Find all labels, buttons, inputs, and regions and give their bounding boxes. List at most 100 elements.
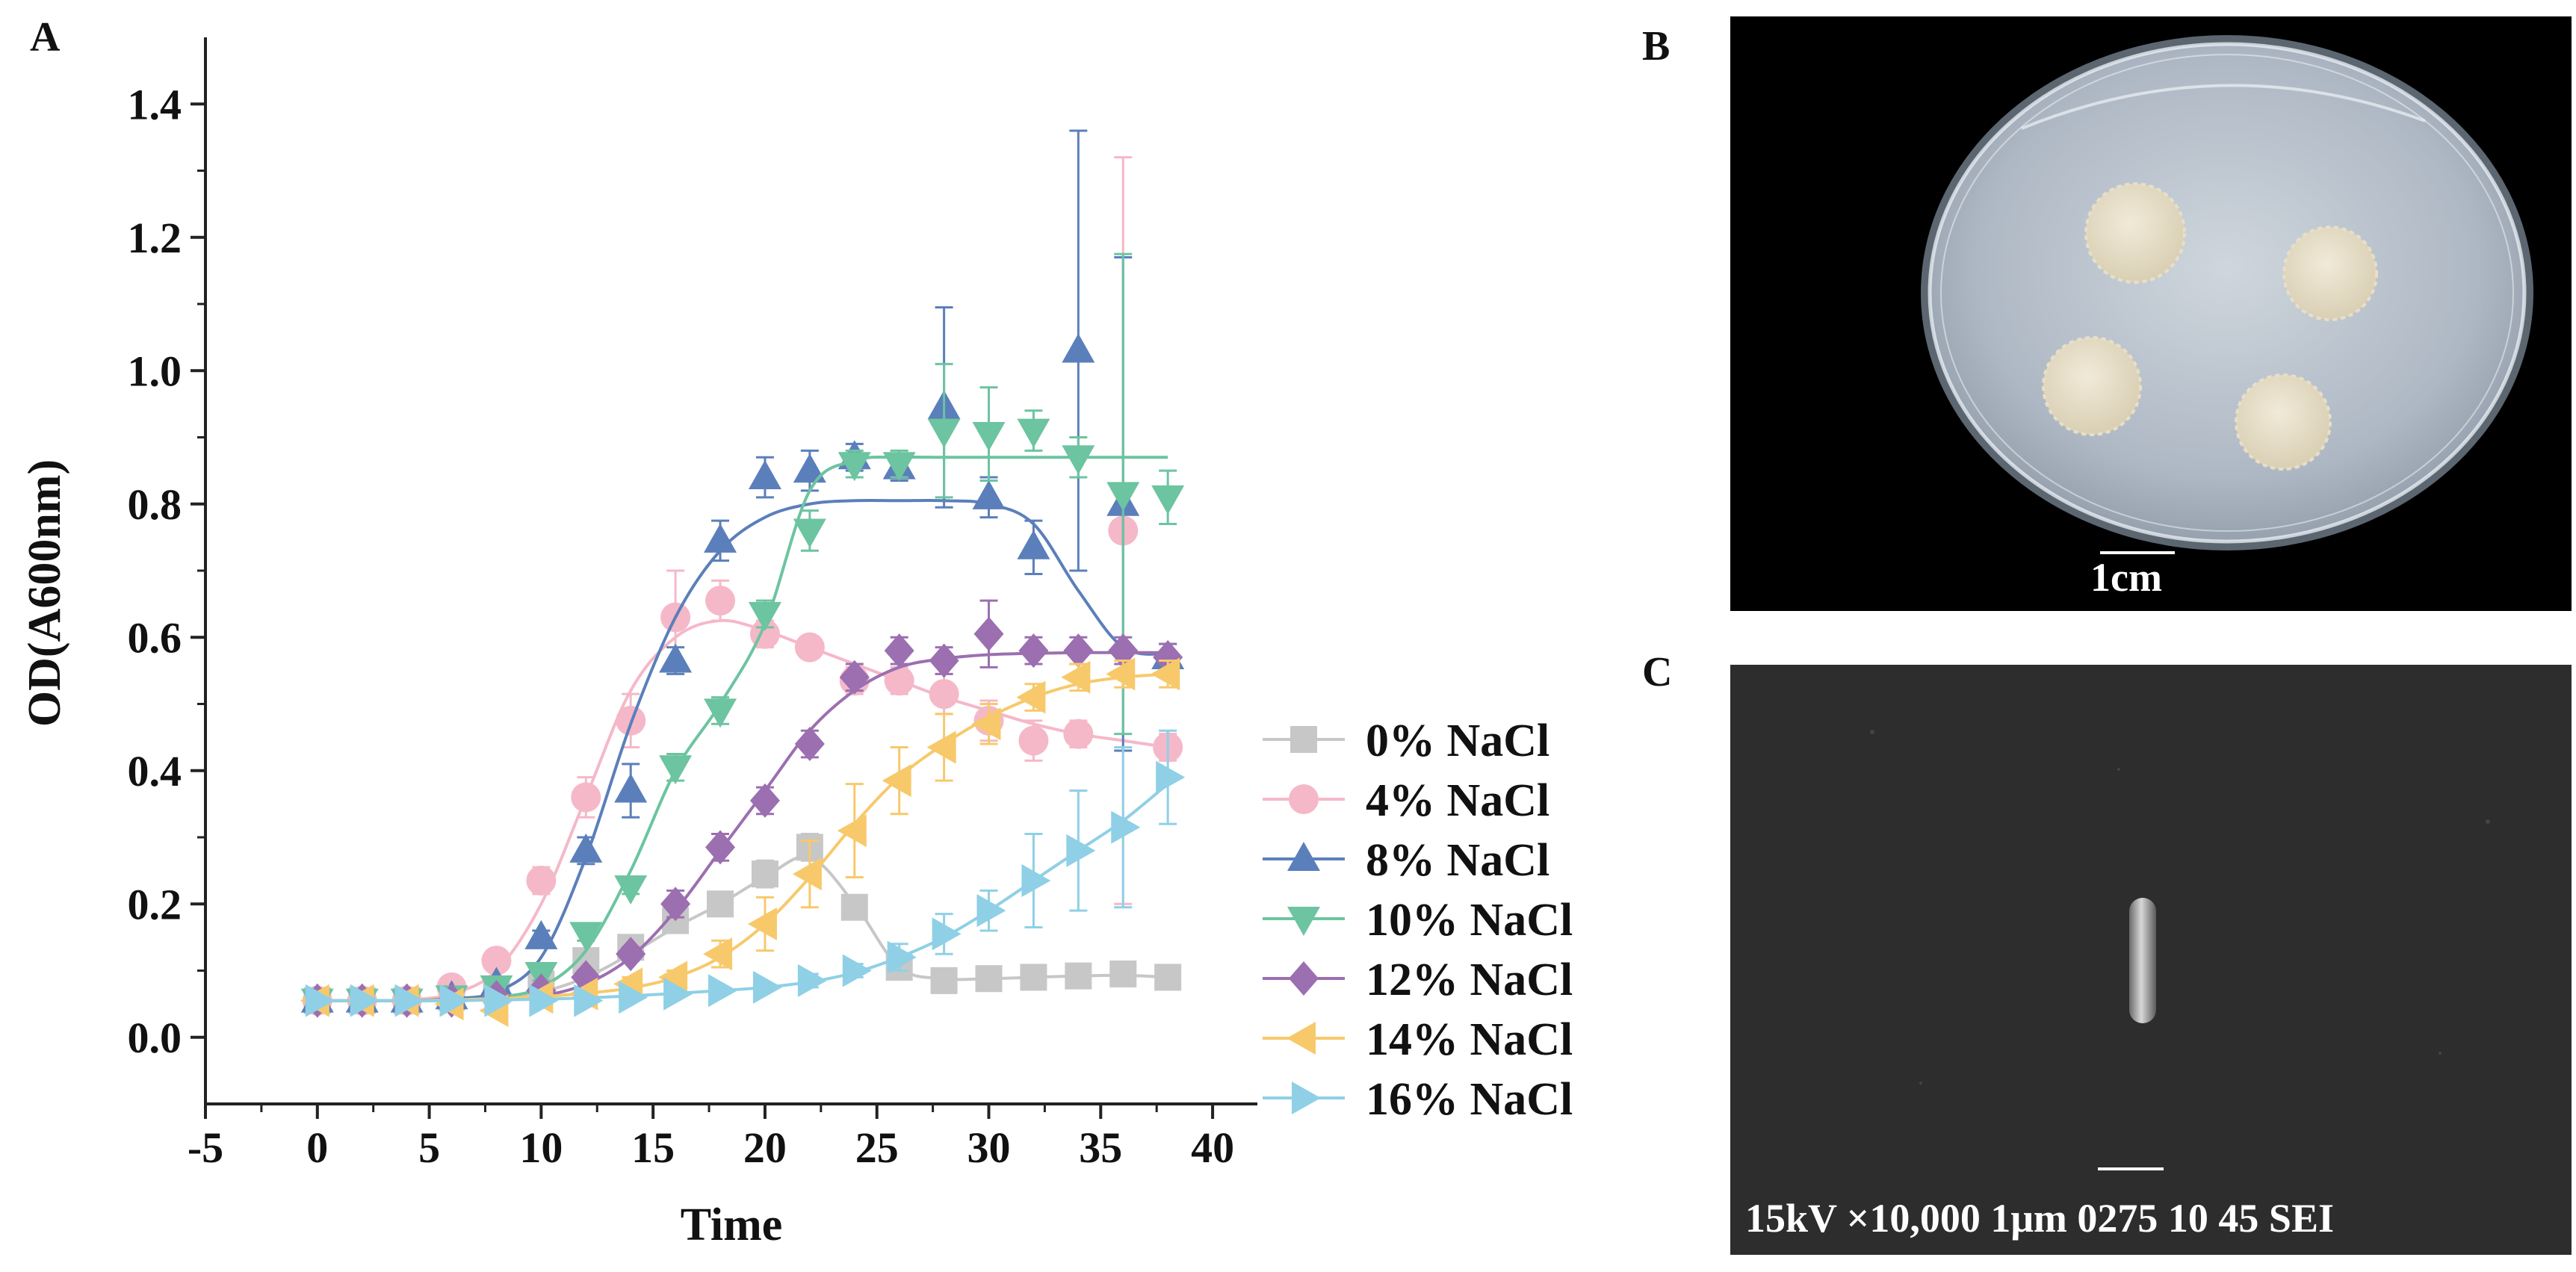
x-tick-label: 30	[967, 1123, 1011, 1172]
data-point	[305, 984, 335, 1017]
data-point	[1154, 964, 1182, 991]
data-point	[1018, 725, 1049, 756]
data-point	[884, 666, 914, 696]
legend-label: 8% NaCl	[1366, 835, 1549, 886]
data-point	[1062, 445, 1095, 475]
data-point	[1021, 864, 1051, 898]
legend-entry: 8% NaCl	[1263, 835, 1549, 886]
data-point	[929, 679, 959, 710]
x-tick-label: 15	[631, 1123, 675, 1172]
colony-top-left	[2084, 182, 2186, 284]
panel-label-b: B	[1642, 23, 1671, 69]
data-point	[484, 984, 514, 1017]
data-point	[792, 857, 822, 891]
data-point	[882, 764, 911, 798]
data-point	[658, 961, 688, 994]
data-point	[976, 894, 1006, 928]
data-point	[704, 698, 737, 728]
data-point	[663, 977, 693, 1011]
data-point	[526, 866, 557, 896]
data-point	[571, 782, 601, 813]
data-point	[884, 633, 914, 668]
data-point	[794, 727, 825, 762]
bacterium-cell	[2129, 898, 2156, 1023]
growth-curve-chart: A 0.0 0.2 0.4 0.6 0.8 1.0 1.2 1.4 -5 0 5 10 15 20 25 30 3…	[19, 14, 1573, 1250]
x-axis-title: Time	[681, 1200, 783, 1250]
legend-entry: 12% NaCl	[1263, 955, 1573, 1005]
data-point	[839, 660, 870, 695]
sem-illustration	[1730, 665, 2572, 1255]
data-point	[439, 984, 469, 1017]
data-point	[1017, 418, 1050, 448]
data-point	[1108, 633, 1139, 668]
legend-marker	[1287, 907, 1320, 936]
data-point	[574, 984, 604, 1017]
data-point	[975, 965, 1003, 993]
data-point	[350, 984, 380, 1017]
series-fit-line	[317, 618, 1168, 1002]
legend-marker	[1292, 1082, 1321, 1114]
data-point	[837, 814, 867, 848]
data-point	[1151, 485, 1185, 515]
legend-entry: 14% NaCl	[1263, 1014, 1573, 1065]
data-point	[842, 954, 872, 987]
data-point	[614, 875, 648, 905]
data-point	[1016, 680, 1046, 714]
series-8-nacl	[300, 129, 1185, 1013]
legend-label: 12% NaCl	[1366, 955, 1573, 1005]
legend-entry: 16% NaCl	[1263, 1074, 1573, 1125]
y-tick-label: 1.0	[128, 347, 182, 395]
data-point	[619, 981, 648, 1014]
x-tick-label: 5	[418, 1123, 440, 1172]
data-point	[793, 453, 826, 483]
data-point	[708, 974, 738, 1008]
data-point	[887, 940, 917, 974]
data-point	[752, 970, 782, 1004]
y-axis-title: OD(A600nm)	[19, 459, 70, 727]
data-point	[749, 783, 780, 818]
legend-label: 10% NaCl	[1366, 895, 1573, 946]
data-point	[1106, 482, 1140, 512]
data-point	[659, 643, 693, 673]
data-point	[1106, 657, 1136, 691]
data-point	[1063, 633, 1094, 668]
data-point	[932, 917, 962, 951]
y-tick-label: 1.2	[128, 214, 182, 262]
data-point	[837, 452, 871, 482]
data-point	[1065, 962, 1092, 990]
data-point	[529, 984, 559, 1017]
data-point	[1062, 333, 1095, 363]
data-point	[972, 422, 1006, 452]
data-point	[747, 908, 777, 941]
y-tick-label: 1.4	[128, 80, 182, 128]
scale-bar-label: 1cm	[2090, 555, 2162, 600]
petri-dish-photo: 1cm	[1730, 16, 2572, 611]
legend-marker	[1290, 726, 1317, 753]
data-point	[394, 984, 424, 1017]
data-point	[1018, 633, 1049, 668]
y-tick-label: 0.4	[128, 747, 182, 795]
series-12-nacl	[302, 599, 1183, 1018]
data-point	[707, 890, 734, 918]
legend-marker	[1289, 784, 1319, 814]
data-point	[1020, 964, 1047, 991]
sem-image: 15kV ×10,000 1μm 0275 10 45 SEI	[1730, 665, 2572, 1255]
data-point	[794, 632, 825, 663]
data-point	[569, 833, 603, 863]
legend-label: 16% NaCl	[1366, 1074, 1573, 1125]
series-4-nacl	[302, 156, 1183, 1016]
colony-bottom-right	[2235, 373, 2332, 471]
panel-label-c: C	[1642, 649, 1673, 695]
legend-label: 0% NaCl	[1366, 716, 1549, 766]
x-tick-label: 40	[1191, 1123, 1234, 1172]
data-point	[929, 643, 959, 678]
data-point	[973, 616, 1004, 651]
data-point	[703, 937, 733, 971]
data-point	[1066, 834, 1096, 867]
data-point	[751, 860, 778, 888]
data-point	[1111, 810, 1141, 844]
data-point	[1156, 760, 1186, 794]
data-point	[930, 967, 958, 994]
data-point	[972, 480, 1006, 509]
petri-dish-illustration	[1921, 35, 2533, 554]
